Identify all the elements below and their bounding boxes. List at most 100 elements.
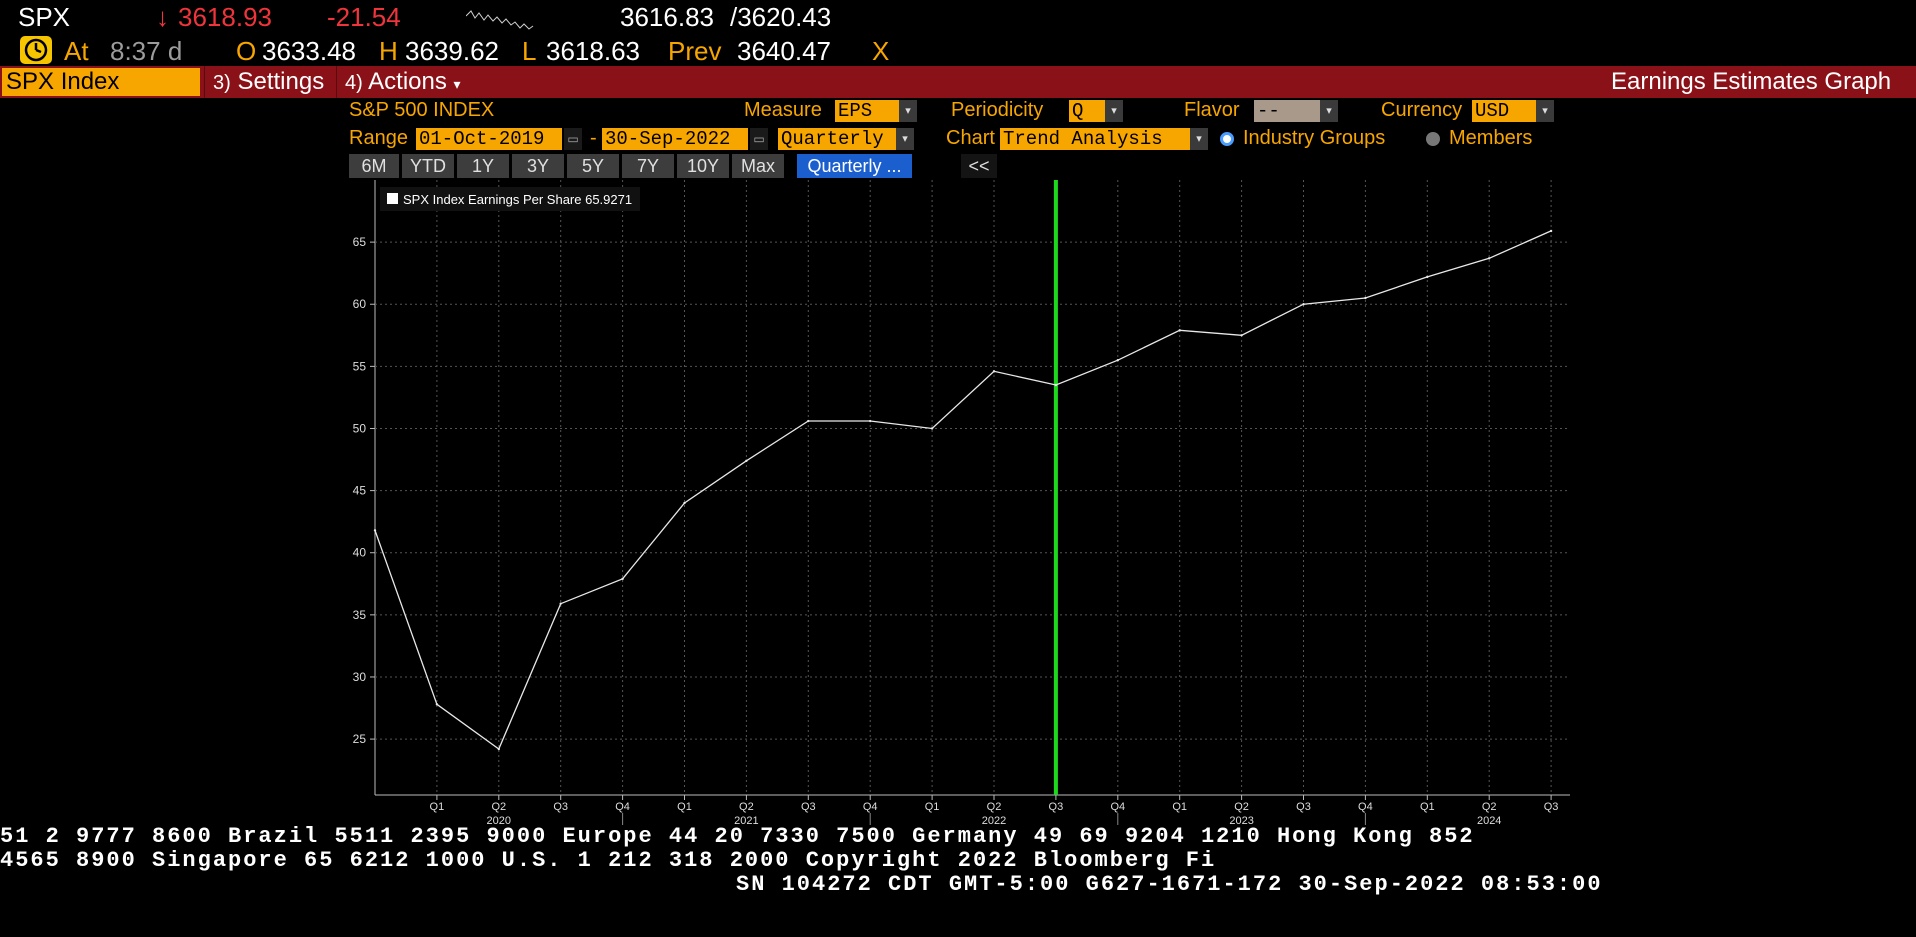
legend-swatch (387, 193, 398, 204)
eps-point (683, 501, 686, 505)
range-label: Range (349, 127, 408, 149)
actions-button[interactable]: 4) Actions ▾ (336, 66, 469, 98)
range-button-5y[interactable]: 5Y (567, 154, 619, 178)
x-tick-label: Q4 (1358, 801, 1373, 813)
flavor-dropdown-icon[interactable]: ▾ (1320, 100, 1338, 122)
eps-point (1054, 383, 1058, 387)
periodicity-label: Periodicity (951, 99, 1044, 121)
settings-label: Settings (237, 68, 325, 95)
low-value: 3618.63 (546, 36, 640, 66)
chart-type-select[interactable]: Trend Analysis (1000, 128, 1190, 150)
eps-point (745, 459, 748, 462)
last-price: 3618.93 (178, 2, 272, 32)
x-year-label: 2022 (982, 815, 1006, 827)
y-tick-label: 25 (353, 732, 367, 746)
y-tick-label: 65 (353, 235, 367, 249)
settings-number: 3) (213, 72, 231, 94)
x-tick-label: Q4 (863, 801, 878, 813)
eps-point (1116, 358, 1120, 362)
x-axis-ticks: Q1 Q2 Q3 Q4 Q1 Q2 Q3 Q4 Q1 Q2 Q3 Q4 Q1 Q2 Q3 Q4 Q1 Q2 Q3 (430, 795, 1559, 813)
collapse-button[interactable]: << (961, 154, 997, 178)
x-tick-label: Q3 (553, 801, 568, 813)
range-button-max[interactable]: Max (732, 154, 784, 178)
y-tick-label: 50 (353, 421, 367, 435)
eps-point (373, 529, 377, 532)
prev-label: Prev (668, 36, 722, 66)
y-tick-label: 55 (353, 359, 367, 373)
net-change: -21.54 (327, 2, 401, 32)
legend-box (380, 187, 640, 211)
periodicity-select[interactable]: Q (1069, 100, 1105, 122)
range-button-7y[interactable]: 7Y (622, 154, 674, 178)
range-start-field[interactable]: 01-Oct-2019 (416, 128, 562, 150)
eps-point (621, 577, 624, 581)
function-title: Earnings Estimates Graph (1611, 68, 1892, 95)
flavor-label: Flavor (1184, 99, 1240, 121)
eps-point (1426, 275, 1429, 279)
footer-contacts-line1: 51 2 9777 8600 Brazil 5511 2395 9000 Eur… (0, 824, 1475, 849)
high-value: 3639.62 (405, 36, 499, 66)
range-period-select[interactable]: Quarterly (778, 128, 896, 150)
open-label: O (236, 36, 257, 66)
industry-groups-label: Industry Groups (1243, 127, 1386, 149)
y-tick-label: 60 (353, 297, 367, 311)
eps-point (435, 703, 439, 706)
x-tick-label: Q1 (925, 801, 940, 813)
range-period-dropdown-icon[interactable]: ▾ (896, 128, 914, 150)
x-year-label: 2020 (487, 815, 511, 827)
currency-label: Currency (1381, 99, 1463, 121)
clock-icon (20, 36, 52, 64)
x-tick-label: Q3 (1544, 801, 1559, 813)
range-end-field[interactable]: 30-Sep-2022 (602, 128, 748, 150)
range-button-1y[interactable]: 1Y (457, 154, 509, 178)
range-button-6m[interactable]: 6M (349, 154, 399, 178)
x-tick-label: Q3 (1296, 801, 1311, 813)
measure-select[interactable]: EPS (835, 100, 899, 122)
x-axis-years: 2020 2021 2022 2023 2024 (487, 813, 1501, 827)
measure-dropdown-icon[interactable]: ▾ (899, 100, 917, 122)
x-tick-label: Q4 (615, 801, 630, 813)
flavor-select[interactable]: -- (1254, 100, 1320, 122)
eps-point (1364, 296, 1367, 300)
chart-type-dropdown-icon[interactable]: ▾ (1190, 128, 1208, 150)
y-tick-label: 45 (353, 484, 367, 498)
calendar-icon[interactable]: ▭ (750, 128, 768, 150)
x-tick-label: Q1 (430, 801, 445, 813)
settings-button[interactable]: 3) Settings (204, 66, 332, 98)
x-tick-label: Q1 (677, 801, 692, 813)
index-name: S&P 500 INDEX (349, 99, 495, 121)
x-tick-label: Q2 (987, 801, 1002, 813)
actions-label: Actions (368, 68, 447, 95)
x-tick-label: Q2 (1482, 801, 1497, 813)
currency-dropdown-icon[interactable]: ▾ (1536, 100, 1554, 122)
range-button-quarterly[interactable]: Quarterly ... (797, 154, 912, 178)
y-axis-ticks: 25 30 35 40 45 50 55 60 65 (353, 235, 375, 746)
function-toolbar (0, 66, 1916, 98)
measure-label: Measure (744, 99, 822, 121)
periodicity-dropdown-icon[interactable]: ▾ (1105, 100, 1123, 122)
prev-value: 3640.47 (737, 36, 831, 66)
eps-point (1302, 303, 1305, 306)
x-year-label: 2021 (734, 815, 758, 827)
currency-select[interactable]: USD (1472, 100, 1536, 122)
range-button-3y[interactable]: 3Y (512, 154, 564, 178)
eps-point (869, 419, 872, 423)
eps-point (1178, 329, 1181, 332)
calendar-icon[interactable]: ▭ (564, 128, 582, 150)
members-radio[interactable] (1426, 132, 1440, 146)
eps-point (1549, 229, 1553, 233)
eps-point (1240, 334, 1243, 337)
footer-contacts-line2: 4565 8900 Singapore 65 6212 1000 U.S. 1 … (0, 848, 1217, 873)
security-field[interactable]: SPX Index (2, 68, 200, 96)
industry-groups-radio[interactable] (1220, 132, 1234, 146)
y-tick-label: 35 (353, 608, 367, 622)
at-label: At (64, 36, 89, 66)
low-label: L (522, 36, 537, 66)
x-tick-label: Q3 (801, 801, 816, 813)
chart-grid (374, 180, 1570, 796)
exchange-code: X (872, 36, 890, 66)
range-button-ytd[interactable]: YTD (402, 154, 454, 178)
x-year-label: 2024 (1477, 815, 1501, 827)
sparkline-icon (466, 10, 534, 30)
range-button-10y[interactable]: 10Y (677, 154, 729, 178)
